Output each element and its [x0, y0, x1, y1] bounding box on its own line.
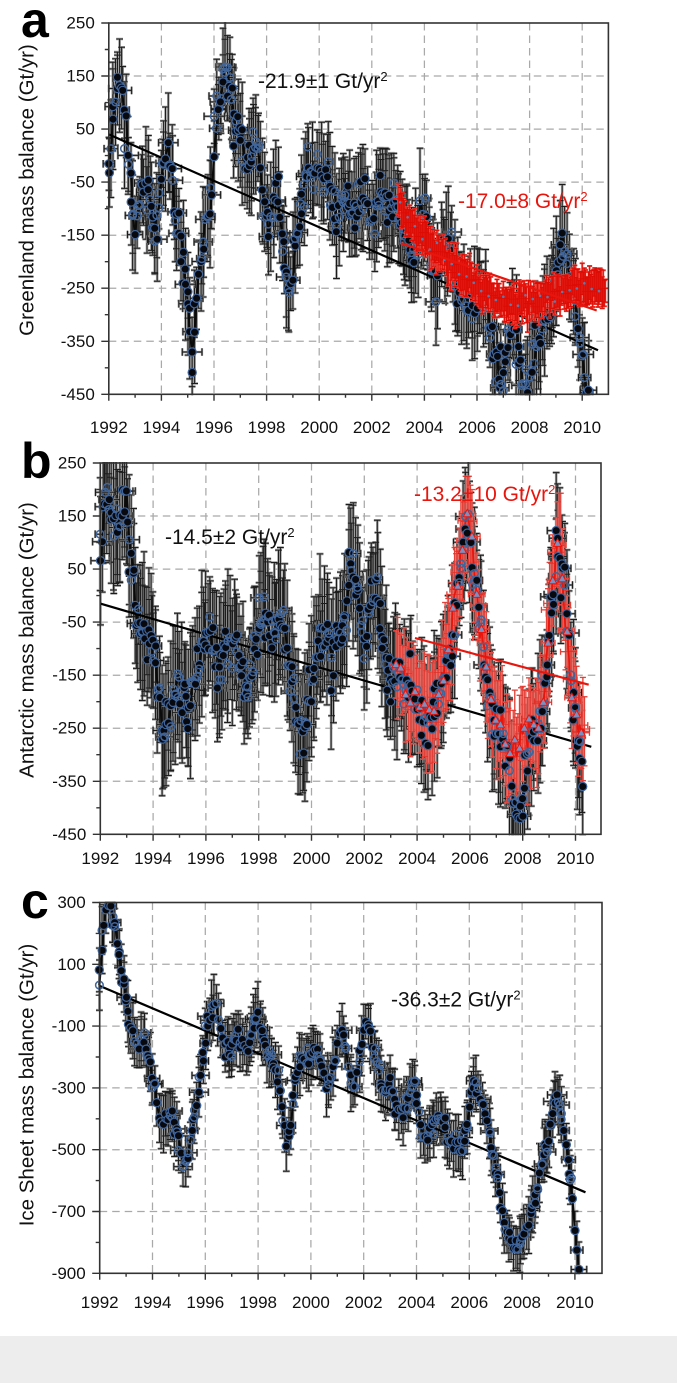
svg-text:a: a [21, 0, 50, 48]
svg-text:1994: 1994 [134, 1293, 172, 1312]
svg-text:1998: 1998 [248, 418, 286, 437]
svg-text:-250: -250 [61, 279, 95, 298]
svg-text:Antarctic mass balance (Gt/yr): Antarctic mass balance (Gt/yr) [16, 502, 39, 778]
svg-text:1992: 1992 [81, 1293, 119, 1312]
svg-text:2008: 2008 [504, 849, 542, 868]
svg-text:c: c [21, 873, 49, 929]
svg-text:2004: 2004 [405, 418, 443, 437]
svg-text:250: 250 [66, 14, 94, 33]
svg-text:-350: -350 [61, 332, 95, 351]
svg-text:1998: 1998 [240, 849, 278, 868]
svg-text:1996: 1996 [187, 849, 225, 868]
svg-text:2002: 2002 [345, 849, 383, 868]
svg-text:-500: -500 [52, 1140, 86, 1159]
svg-text:2006: 2006 [451, 849, 489, 868]
svg-text:2002: 2002 [353, 418, 391, 437]
svg-text:1996: 1996 [186, 1293, 224, 1312]
svg-text:2002: 2002 [345, 1293, 383, 1312]
svg-text:150: 150 [66, 67, 94, 86]
svg-text:150: 150 [58, 507, 86, 526]
svg-text:-450: -450 [61, 385, 95, 404]
svg-text:-100: -100 [52, 1017, 86, 1036]
svg-text:2004: 2004 [398, 1293, 436, 1312]
svg-text:1994: 1994 [142, 418, 180, 437]
svg-text:-250: -250 [52, 719, 86, 738]
svg-text:-350: -350 [52, 772, 86, 791]
svg-text:b: b [21, 433, 52, 489]
svg-text:-150: -150 [61, 226, 95, 245]
svg-text:Greenland mass balance (Gt/yr): Greenland mass balance (Gt/yr) [16, 44, 39, 336]
svg-text:2006: 2006 [458, 418, 496, 437]
svg-text:1992: 1992 [81, 849, 119, 868]
svg-text:-13.2±10 Gt/yr2: -13.2±10 Gt/yr2 [414, 482, 555, 506]
svg-text:-450: -450 [52, 825, 86, 844]
svg-text:2004: 2004 [398, 849, 436, 868]
svg-text:1998: 1998 [239, 1293, 277, 1312]
svg-text:2000: 2000 [293, 849, 331, 868]
svg-text:-17.0±8 Gt/yr2: -17.0±8 Gt/yr2 [458, 189, 588, 213]
svg-text:-50: -50 [70, 173, 95, 192]
svg-text:2010: 2010 [557, 849, 595, 868]
svg-text:2010: 2010 [563, 418, 601, 437]
svg-text:-21.9±1 Gt/yr2: -21.9±1 Gt/yr2 [258, 69, 388, 93]
svg-text:-150: -150 [52, 666, 86, 685]
svg-text:-50: -50 [62, 613, 87, 632]
svg-text:1996: 1996 [195, 418, 233, 437]
svg-text:1994: 1994 [134, 849, 172, 868]
svg-text:2008: 2008 [511, 418, 549, 437]
svg-text:1992: 1992 [90, 418, 128, 437]
svg-text:-300: -300 [52, 1078, 86, 1097]
svg-text:2000: 2000 [300, 418, 338, 437]
svg-text:250: 250 [58, 454, 86, 473]
svg-text:-14.5±2 Gt/yr2: -14.5±2 Gt/yr2 [165, 525, 295, 549]
svg-text:-700: -700 [52, 1202, 86, 1221]
svg-text:2000: 2000 [292, 1293, 330, 1312]
svg-text:50: 50 [76, 120, 95, 139]
svg-text:100: 100 [57, 955, 85, 974]
svg-text:2006: 2006 [450, 1293, 488, 1312]
svg-text:2010: 2010 [556, 1293, 594, 1312]
svg-text:-900: -900 [52, 1264, 86, 1283]
svg-text:50: 50 [67, 560, 86, 579]
svg-text:-36.3±2 Gt/yr2: -36.3±2 Gt/yr2 [391, 988, 521, 1012]
svg-text:2008: 2008 [503, 1293, 541, 1312]
svg-text:300: 300 [57, 893, 85, 912]
svg-text:Ice Sheet mass balance (Gt/yr): Ice Sheet mass balance (Gt/yr) [16, 944, 39, 1227]
